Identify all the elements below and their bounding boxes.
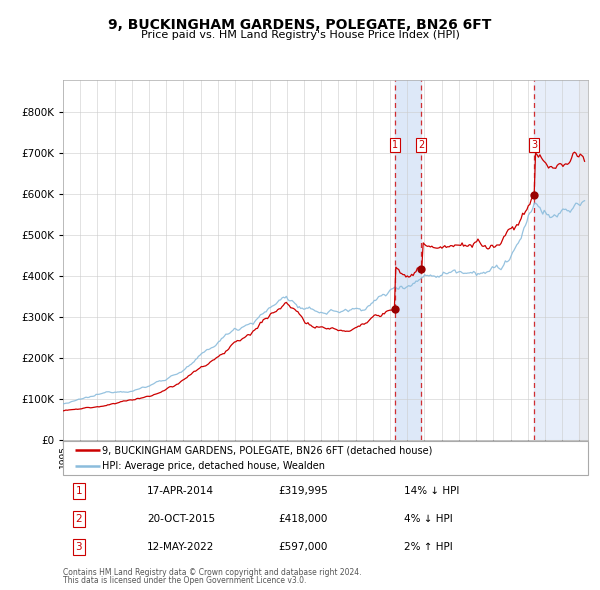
Text: 1: 1 bbox=[76, 486, 82, 496]
Text: £418,000: £418,000 bbox=[278, 514, 328, 524]
Text: 3: 3 bbox=[531, 140, 537, 150]
Text: 3: 3 bbox=[76, 542, 82, 552]
Text: Contains HM Land Registry data © Crown copyright and database right 2024.: Contains HM Land Registry data © Crown c… bbox=[63, 568, 361, 576]
Text: 14% ↓ HPI: 14% ↓ HPI bbox=[404, 486, 460, 496]
Text: 2% ↑ HPI: 2% ↑ HPI bbox=[404, 542, 453, 552]
Text: 4% ↓ HPI: 4% ↓ HPI bbox=[404, 514, 453, 524]
Text: 20-OCT-2015: 20-OCT-2015 bbox=[147, 514, 215, 524]
Text: 2: 2 bbox=[76, 514, 82, 524]
Text: 12-MAY-2022: 12-MAY-2022 bbox=[147, 542, 214, 552]
FancyBboxPatch shape bbox=[63, 441, 588, 475]
Bar bbox=[395, 80, 421, 440]
Text: £597,000: £597,000 bbox=[278, 542, 328, 552]
Text: HPI: Average price, detached house, Wealden: HPI: Average price, detached house, Weal… bbox=[103, 461, 325, 471]
Bar bbox=[580, 80, 588, 440]
Bar bbox=[534, 80, 588, 440]
Text: Price paid vs. HM Land Registry's House Price Index (HPI): Price paid vs. HM Land Registry's House … bbox=[140, 30, 460, 40]
Text: This data is licensed under the Open Government Licence v3.0.: This data is licensed under the Open Gov… bbox=[63, 576, 307, 585]
Text: 1: 1 bbox=[392, 140, 398, 150]
Text: 9, BUCKINGHAM GARDENS, POLEGATE, BN26 6FT (detached house): 9, BUCKINGHAM GARDENS, POLEGATE, BN26 6F… bbox=[103, 445, 433, 455]
Text: £319,995: £319,995 bbox=[278, 486, 328, 496]
Text: 2: 2 bbox=[418, 140, 424, 150]
Text: 17-APR-2014: 17-APR-2014 bbox=[147, 486, 214, 496]
Text: 9, BUCKINGHAM GARDENS, POLEGATE, BN26 6FT: 9, BUCKINGHAM GARDENS, POLEGATE, BN26 6F… bbox=[109, 18, 491, 32]
